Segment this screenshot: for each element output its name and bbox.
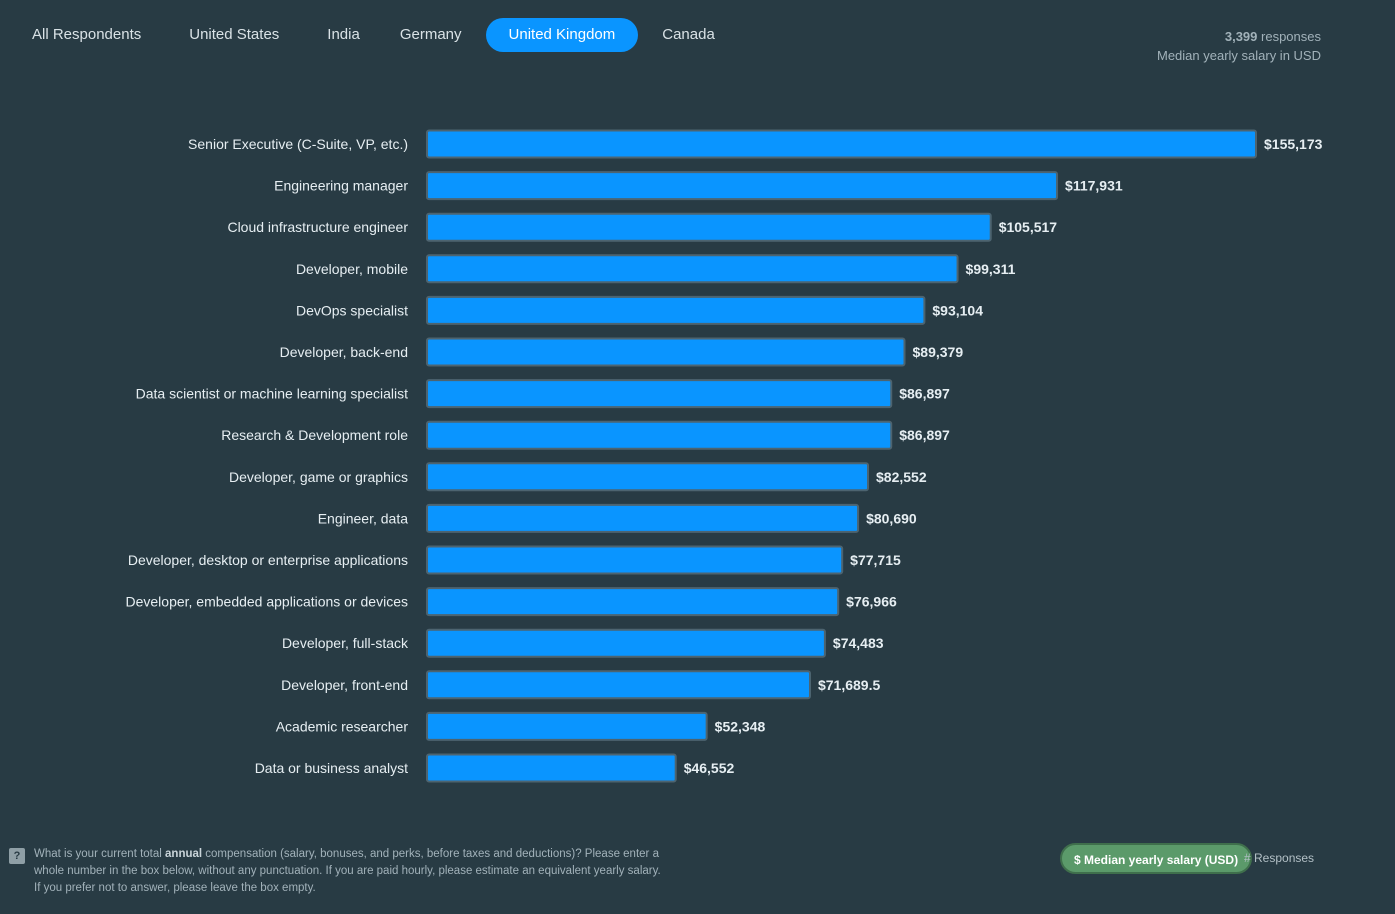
category-label: Developer, mobile	[296, 261, 408, 277]
value-label: $93,104	[932, 302, 983, 318]
category-label: Developer, back-end	[280, 344, 408, 360]
value-label: $77,715	[850, 552, 901, 568]
response-count-suffix: responses	[1257, 29, 1321, 44]
tab-united-states[interactable]: United States	[189, 26, 280, 43]
tab-canada[interactable]: Canada	[662, 26, 715, 43]
value-label: $155,173	[1264, 136, 1323, 152]
median-salary-toggle[interactable]: $ Median yearly salary (USD)	[1060, 843, 1253, 874]
value-label: $76,966	[846, 594, 897, 610]
value-label: $46,552	[684, 760, 735, 776]
salary-bar[interactable]	[426, 753, 677, 783]
salary-bar[interactable]	[426, 545, 844, 575]
salary-bar-chart: Senior Executive (C-Suite, VP, etc.) $155…	[125, 129, 1323, 783]
category-label: Research & Development role	[221, 427, 408, 443]
salary-bar[interactable]	[426, 379, 893, 409]
salary-bar[interactable]	[426, 129, 1257, 159]
category-label: DevOps specialist	[296, 302, 408, 318]
salary-bar[interactable]	[426, 254, 959, 284]
value-label: $80,690	[866, 510, 917, 526]
value-label: $52,348	[715, 718, 766, 734]
chart-subtitle: Median yearly salary in USD	[1156, 48, 1321, 63]
salary-bar[interactable]	[426, 711, 708, 741]
salary-bar[interactable]	[426, 212, 992, 242]
salary-bar[interactable]	[426, 587, 840, 617]
value-label: $74,483	[833, 635, 884, 651]
question-footnote: What is your current total annual compen…	[34, 846, 664, 897]
category-label: Developer, desktop or enterprise applica…	[128, 552, 408, 568]
salary-bar[interactable]	[426, 337, 906, 367]
category-label: Senior Executive (C-Suite, VP, etc.)	[188, 136, 408, 152]
footnote-pre: What is your current total	[34, 848, 166, 860]
footnote-post: compensation (salary, bonuses, and perks…	[34, 848, 661, 894]
response-summary: 3,399 responses Median yearly salary in …	[1157, 27, 1321, 65]
salary-bar[interactable]	[426, 295, 926, 325]
category-label: Data or business analyst	[255, 760, 408, 776]
value-label: $86,897	[899, 427, 950, 443]
value-label: $89,379	[913, 344, 964, 360]
tab-all-respondents[interactable]: All Respondents	[32, 26, 142, 43]
footnote-bold: annual	[165, 848, 203, 860]
response-count: 3,399	[1224, 29, 1258, 44]
category-label: Engineering manager	[274, 178, 408, 194]
salary-bar[interactable]	[426, 503, 860, 533]
category-label: Data scientist or machine learning speci…	[136, 386, 408, 402]
category-label: Developer, front-end	[281, 677, 408, 693]
value-label: $86,897	[899, 386, 950, 402]
tab-germany[interactable]: Germany	[399, 26, 462, 43]
value-label: $71,689.5	[818, 677, 880, 693]
value-label: $117,931	[1065, 178, 1123, 194]
responses-toggle[interactable]: # Responses	[1244, 851, 1315, 865]
country-tabs: All Respondents United States India Germ…	[16, 18, 731, 52]
category-label: Engineer, data	[318, 510, 409, 526]
value-label: $99,311	[966, 261, 1016, 277]
question-mark-icon: ?	[9, 848, 25, 864]
category-label: Academic researcher	[276, 718, 409, 734]
salary-bar[interactable]	[426, 628, 826, 658]
salary-bar[interactable]	[426, 670, 811, 700]
category-label: Cloud infrastructure engineer	[227, 219, 408, 235]
tab-india[interactable]: India	[327, 26, 360, 43]
category-label: Developer, game or graphics	[229, 469, 408, 485]
value-label: $105,517	[999, 219, 1058, 235]
tab-united-kingdom[interactable]: United Kingdom	[485, 18, 639, 52]
value-label: $82,552	[876, 469, 927, 485]
salary-bar[interactable]	[426, 171, 1059, 201]
salary-bar[interactable]	[426, 420, 893, 450]
category-label: Developer, embedded applications or devi…	[125, 594, 408, 610]
category-label: Developer, full-stack	[282, 635, 409, 651]
salary-bar[interactable]	[426, 462, 870, 492]
